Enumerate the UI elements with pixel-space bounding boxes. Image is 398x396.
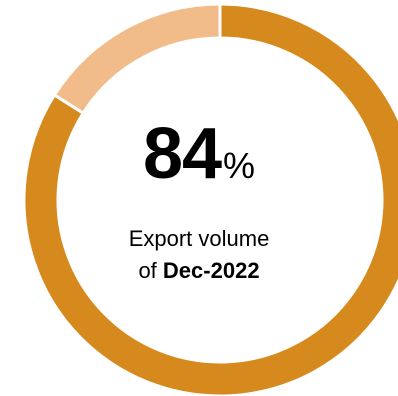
caption-line-2: of Dec-2022 [0,258,398,284]
center-value-number: 84 [142,114,222,194]
center-value: 84% [0,118,398,190]
caption-line-1: Export volume [128,226,270,251]
caption-prefix: of [138,258,157,283]
donut-slice-1 [22,2,398,396]
center-value-unit: % [223,145,256,186]
caption-period: Dec-2022 [162,258,260,283]
donut-slice-2 [52,2,222,116]
